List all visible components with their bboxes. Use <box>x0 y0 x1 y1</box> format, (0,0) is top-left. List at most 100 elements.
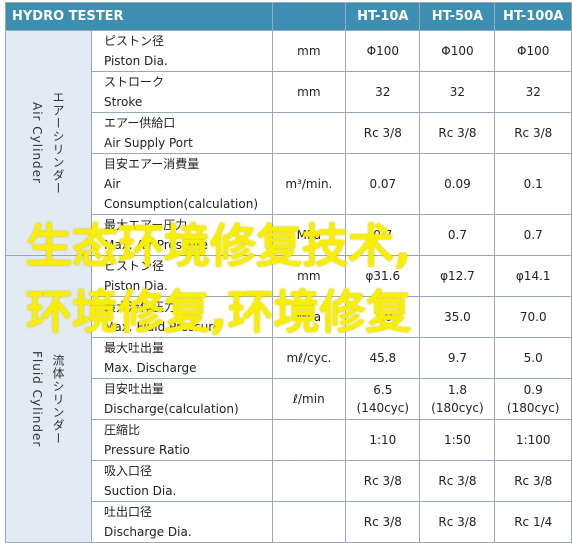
item-jp: 圧縮比 <box>104 423 141 437</box>
value-cell: 0.7 <box>419 214 496 256</box>
item-jp: 最大吐出量 <box>104 341 165 355</box>
spec-row: 吸入口径 Suction Dia. Rc 3/8 Rc 3/8 Rc 3/8 <box>6 460 572 502</box>
value-cell: 0.7 <box>345 214 421 256</box>
item-cell: 目安エアー消費量 Air Consumption(calculation) <box>91 153 273 215</box>
item-cell: エアー供給口 Air Supply Port <box>91 112 273 154</box>
value-cell: 0.9 (180cyc) <box>494 378 572 420</box>
value-cell: Rc 3/8 <box>419 460 496 502</box>
item-jp: 最大エアー圧力 <box>104 218 188 232</box>
item-jp: エアー供給口 <box>104 116 176 130</box>
header-unit <box>271 2 347 31</box>
value-cell: 32 <box>419 71 496 113</box>
item-en: Pressure Ratio <box>104 443 190 457</box>
group-en: Air Cylinder <box>30 102 44 184</box>
unit-cell: m³/min. <box>271 153 347 215</box>
item-cell: 吐出口径 Discharge Dia. <box>91 501 273 543</box>
group-cell: Fluid Cylinder 流体シリンダー <box>5 255 92 543</box>
value-cell: Rc 3/8 <box>345 460 421 502</box>
item-cell: ストローク Stroke <box>91 71 273 113</box>
item-jp: 最大流体圧力 <box>104 300 177 314</box>
header-row: HYDRO TESTER HT-10A HT-50A HT-100A <box>5 2 572 31</box>
value-cell: 32 <box>345 71 421 113</box>
value-cell: 1:50 <box>419 419 496 461</box>
value-cell: 9.7 <box>419 337 496 379</box>
unit-cell <box>271 419 347 461</box>
value-cell: 5.0 <box>494 337 572 379</box>
item-en: Max. Air Pressure <box>104 238 208 252</box>
group-cell: Air Cylinder エアーシリンダー <box>5 30 92 256</box>
item-en: Piston Dia. <box>104 54 168 68</box>
unit-cell: MPa <box>271 214 347 256</box>
spec-row: ストローク Stroke mm 32 32 32 <box>6 71 572 113</box>
value-cell: 6.5 (140cyc) <box>345 378 421 420</box>
item-cell: ピストン径 Piston Dia. <box>91 30 273 72</box>
value-cell: 0.07 <box>345 153 421 215</box>
unit-cell: ℓ/min <box>271 378 347 420</box>
value-cell: 1:10 <box>345 419 421 461</box>
item-jp: 目安吐出量 <box>104 382 165 396</box>
spec-table: HYDRO TESTER HT-10A HT-50A HT-100A Air Cyl… <box>5 2 572 543</box>
value-cell: Rc 1/4 <box>494 501 572 543</box>
unit-cell <box>271 112 347 154</box>
group-jp: 流体シリンダー <box>51 353 65 445</box>
value-cell: Rc 3/8 <box>419 501 496 543</box>
value-cell: Φ100 <box>345 30 421 72</box>
value-cell: Rc 3/8 <box>345 112 421 154</box>
group-en: Fluid Cylinder <box>30 350 44 448</box>
unit-cell <box>271 460 347 502</box>
item-en: Air Consumption(calculation) <box>104 177 259 211</box>
model-header: HT-100A <box>494 2 572 31</box>
unit-cell: mm <box>271 255 347 297</box>
item-en: Air Supply Port <box>104 136 193 150</box>
item-jp: 目安エアー消費量 <box>104 157 200 171</box>
model-header: HT-50A <box>419 2 496 31</box>
item-cell: 最大エアー圧力 Max. Air Pressure <box>91 214 273 256</box>
spec-row: 最大吐出量 Max. Discharge mℓ/cyc. 45.8 9.7 5.0 <box>6 337 572 379</box>
item-en: Piston Dia. <box>104 279 168 293</box>
item-en: Discharge(calculation) <box>104 402 239 416</box>
value-cell: 1:100 <box>494 419 572 461</box>
spec-row: 圧縮比 Pressure Ratio 1:10 1:50 1:100 <box>6 419 572 461</box>
item-en: Max. Discharge <box>104 361 197 375</box>
unit-cell: MPa <box>271 296 347 338</box>
value-cell: 35.0 <box>419 296 496 338</box>
item-en: Stroke <box>104 95 143 109</box>
item-jp: ピストン径 <box>104 259 165 273</box>
unit-cell <box>271 501 347 543</box>
item-en: Suction Dia. <box>104 484 177 498</box>
value-cell: Φ100 <box>419 30 496 72</box>
item-cell: 吸入口径 Suction Dia. <box>91 460 273 502</box>
item-jp: 吸入口径 <box>104 464 153 478</box>
value-cell: Φ100 <box>494 30 572 72</box>
value-cell: 1.8 (180cyc) <box>419 378 496 420</box>
spec-row: エアー供給口 Air Supply Port Rc 3/8 Rc 3/8 Rc 3/8 <box>6 112 572 154</box>
model-header: HT-10A <box>345 2 421 31</box>
value-cell: 45.8 <box>345 337 421 379</box>
spec-row: 目安吐出量 Discharge(calculation) ℓ/min 6.5 (140… <box>6 378 572 420</box>
item-cell: 圧縮比 Pressure Ratio <box>91 419 273 461</box>
value-cell: 0.7 <box>494 214 572 256</box>
item-en: Max. Fluid Pressure <box>104 320 221 334</box>
value-cell: φ12.7 <box>419 255 496 297</box>
group-label: Air Cylinder エアーシリンダー <box>6 31 91 255</box>
item-cell: 最大吐出量 Max. Discharge <box>91 337 273 379</box>
spec-row: 目安エアー消費量 Air Consumption(calculation) m³/m… <box>6 153 572 215</box>
unit-cell: mm <box>271 71 347 113</box>
value-cell: 32 <box>494 71 572 113</box>
value-cell: φ14.1 <box>494 255 572 297</box>
item-jp: 吐出口径 <box>104 505 153 519</box>
spec-row: Air Cylinder エアーシリンダー ピストン径 Piston Dia. mm Φ1… <box>5 30 572 256</box>
group-jp: エアーシリンダー <box>51 91 65 195</box>
item-jp: ピストン径 <box>104 34 165 48</box>
spec-row: 最大エアー圧力 Max. Air Pressure MPa 0.7 0.7 0.7 <box>6 214 572 256</box>
group-label: Fluid Cylinder 流体シリンダー <box>6 256 91 542</box>
value-cell: Rc 3/8 <box>494 460 572 502</box>
unit-cell: mm <box>271 30 347 72</box>
overlay-text: 生态环境修复技术, <box>26 219 412 273</box>
value-cell: 70.0 <box>494 296 572 338</box>
item-cell: 目安吐出量 Discharge(calculation) <box>91 378 273 420</box>
spec-row: Fluid Cylinder 流体シリンダー ピストン径 Piston Dia. mm φ… <box>5 255 572 543</box>
overlay-text: 环境修复,环境修复 <box>26 285 412 339</box>
item-en: Discharge Dia. <box>104 525 192 539</box>
